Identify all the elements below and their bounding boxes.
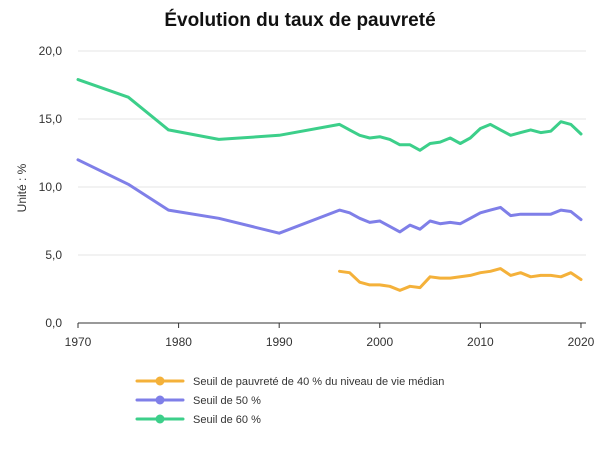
axes: 0,0 5,0 10,0 15,0 20,0 1970 1980 1990 2000 2010 20… — [39, 44, 595, 349]
series-line-1 — [338, 267, 583, 292]
y-tick-label: 0,0 — [45, 316, 62, 330]
x-tick-label: 1990 — [266, 335, 293, 349]
y-tick-label: 5,0 — [45, 248, 62, 262]
x-tick-label: 2000 — [366, 335, 393, 349]
x-tick-label: 1980 — [165, 335, 192, 349]
series-lines — [76, 78, 583, 292]
legend-item: Seuil de 50 % — [135, 395, 261, 407]
legend-label: Seuil de 50 % — [193, 395, 261, 407]
legend-label: Seuil de pauvreté de 40 % du niveau de v… — [193, 376, 444, 388]
gridlines — [78, 50, 586, 256]
series-line-3 — [76, 78, 583, 152]
legend-swatch-marker — [155, 414, 165, 424]
legend-label: Seuil de 60 % — [193, 414, 261, 426]
legend-swatch-marker — [155, 395, 165, 405]
chart-title: Évolution du taux de pauvreté — [164, 9, 435, 31]
y-tick-label: 20,0 — [39, 44, 63, 58]
x-tick-label: 2020 — [568, 335, 595, 349]
legend-item: Seuil de 60 % — [135, 414, 261, 426]
x-tick-label: 2010 — [467, 335, 494, 349]
series-line-2 — [76, 158, 583, 235]
x-tick-label: 1970 — [65, 335, 92, 349]
legend-swatch-marker — [155, 376, 165, 386]
legend: Seuil de pauvreté de 40 % du niveau de v… — [135, 376, 444, 426]
y-axis-label: Unité : % — [15, 163, 29, 212]
y-tick-label: 15,0 — [39, 112, 63, 126]
y-tick-label: 10,0 — [39, 180, 63, 194]
legend-item: Seuil de pauvreté de 40 % du niveau de v… — [135, 376, 444, 388]
